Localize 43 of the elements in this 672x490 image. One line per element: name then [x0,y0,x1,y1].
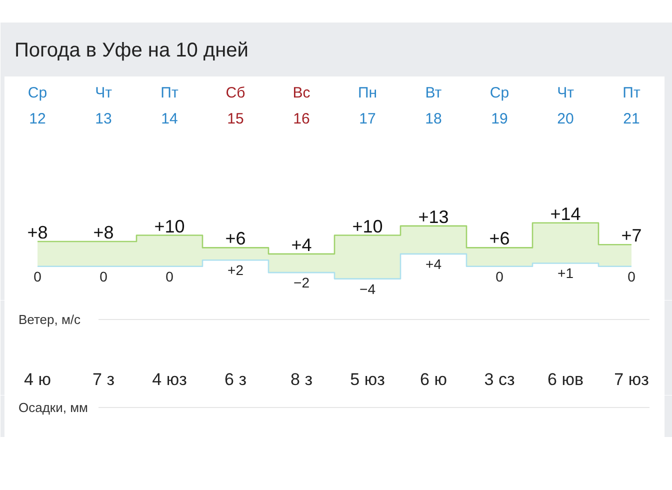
data-label: 0 [496,268,504,284]
text: 6 ю [420,370,448,389]
text: 7 з [92,370,115,389]
data-label: +4 [426,256,442,272]
x-tick-label: Чт 13 [95,84,112,128]
data-label: +6 [489,228,510,249]
x-tick-label: Ср 19 [490,84,510,128]
data-label: −4 [360,280,376,297]
data-label: +7 [621,226,642,246]
text: 5 юз [350,370,386,389]
data-label: +4 [291,234,312,255]
x-tick-label: Ср 12 [28,84,48,128]
text: Ветер, м/с [18,312,82,327]
text: 7 юз [614,370,650,389]
data-label: +6 [225,228,246,249]
data-label: +14 [550,204,581,224]
text: 4 ю [24,370,52,389]
x-tick-label: Чт 20 [557,84,574,128]
text: 6 з [224,370,247,389]
data-label: +8 [93,222,114,242]
data-label: 0 [166,268,174,284]
data-label: +10 [352,216,383,236]
text: Осадки, мм [18,400,88,415]
chart-title: Погода в Уфе на 10 дней [14,40,248,62]
text: 6 юв [548,370,584,389]
text: 4 юз [152,370,188,389]
text: 8 з [290,370,313,389]
data-label: +10 [154,216,185,236]
x-tick-label: Вс 16 [292,84,311,128]
data-label: +2 [228,262,244,278]
x-tick-label: Вт 18 [425,84,442,128]
data-label: −2 [294,274,310,291]
x-tick-label: Пн 17 [358,84,378,128]
x-tick-label: Пт 21 [622,84,640,128]
x-tick-label: Пт 14 [160,84,178,128]
text: 3 сз [484,370,515,389]
data-label: 0 [34,268,42,284]
data-label: +1 [558,265,574,282]
data-label: +13 [418,206,449,227]
data-label: 0 [628,268,636,284]
data-label: 0 [100,268,108,284]
data-label: +8 [27,222,48,242]
x-tick-label: Сб 15 [226,84,246,128]
